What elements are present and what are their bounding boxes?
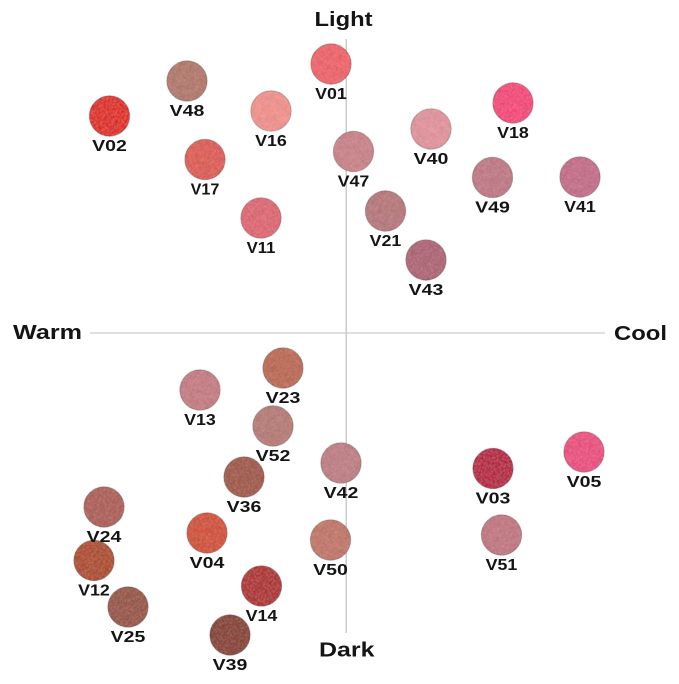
svg-text:V39: V39 — [213, 657, 248, 674]
svg-text:V14: V14 — [246, 608, 278, 625]
svg-text:V43: V43 — [409, 282, 444, 299]
svg-text:V23: V23 — [266, 390, 301, 407]
svg-text:Light: Light — [315, 8, 373, 31]
svg-text:V42: V42 — [324, 485, 359, 502]
svg-text:Warm: Warm — [13, 321, 82, 344]
svg-text:V21: V21 — [370, 233, 402, 250]
svg-text:V01: V01 — [315, 86, 347, 103]
svg-text:V25: V25 — [111, 629, 146, 646]
svg-text:V17: V17 — [191, 182, 220, 199]
svg-text:V05: V05 — [567, 474, 602, 491]
svg-text:V49: V49 — [475, 200, 510, 217]
svg-text:V02: V02 — [92, 138, 127, 155]
svg-text:V12: V12 — [78, 583, 110, 600]
svg-text:V04: V04 — [190, 555, 225, 572]
svg-text:V03: V03 — [476, 491, 511, 508]
svg-text:V52: V52 — [256, 448, 291, 465]
svg-text:V16: V16 — [255, 133, 287, 150]
svg-text:V11: V11 — [247, 240, 276, 257]
svg-text:V48: V48 — [170, 103, 205, 120]
svg-text:V40: V40 — [414, 151, 449, 168]
svg-text:V41: V41 — [564, 199, 596, 216]
svg-text:V24: V24 — [87, 529, 122, 546]
svg-text:V18: V18 — [497, 125, 529, 142]
svg-text:V47: V47 — [338, 174, 370, 191]
svg-text:Cool: Cool — [614, 322, 667, 345]
svg-text:Dark: Dark — [319, 639, 375, 662]
svg-text:V50: V50 — [313, 562, 348, 579]
svg-text:V36: V36 — [227, 499, 262, 516]
svg-text:V51: V51 — [486, 557, 518, 574]
svg-text:V13: V13 — [184, 412, 216, 429]
